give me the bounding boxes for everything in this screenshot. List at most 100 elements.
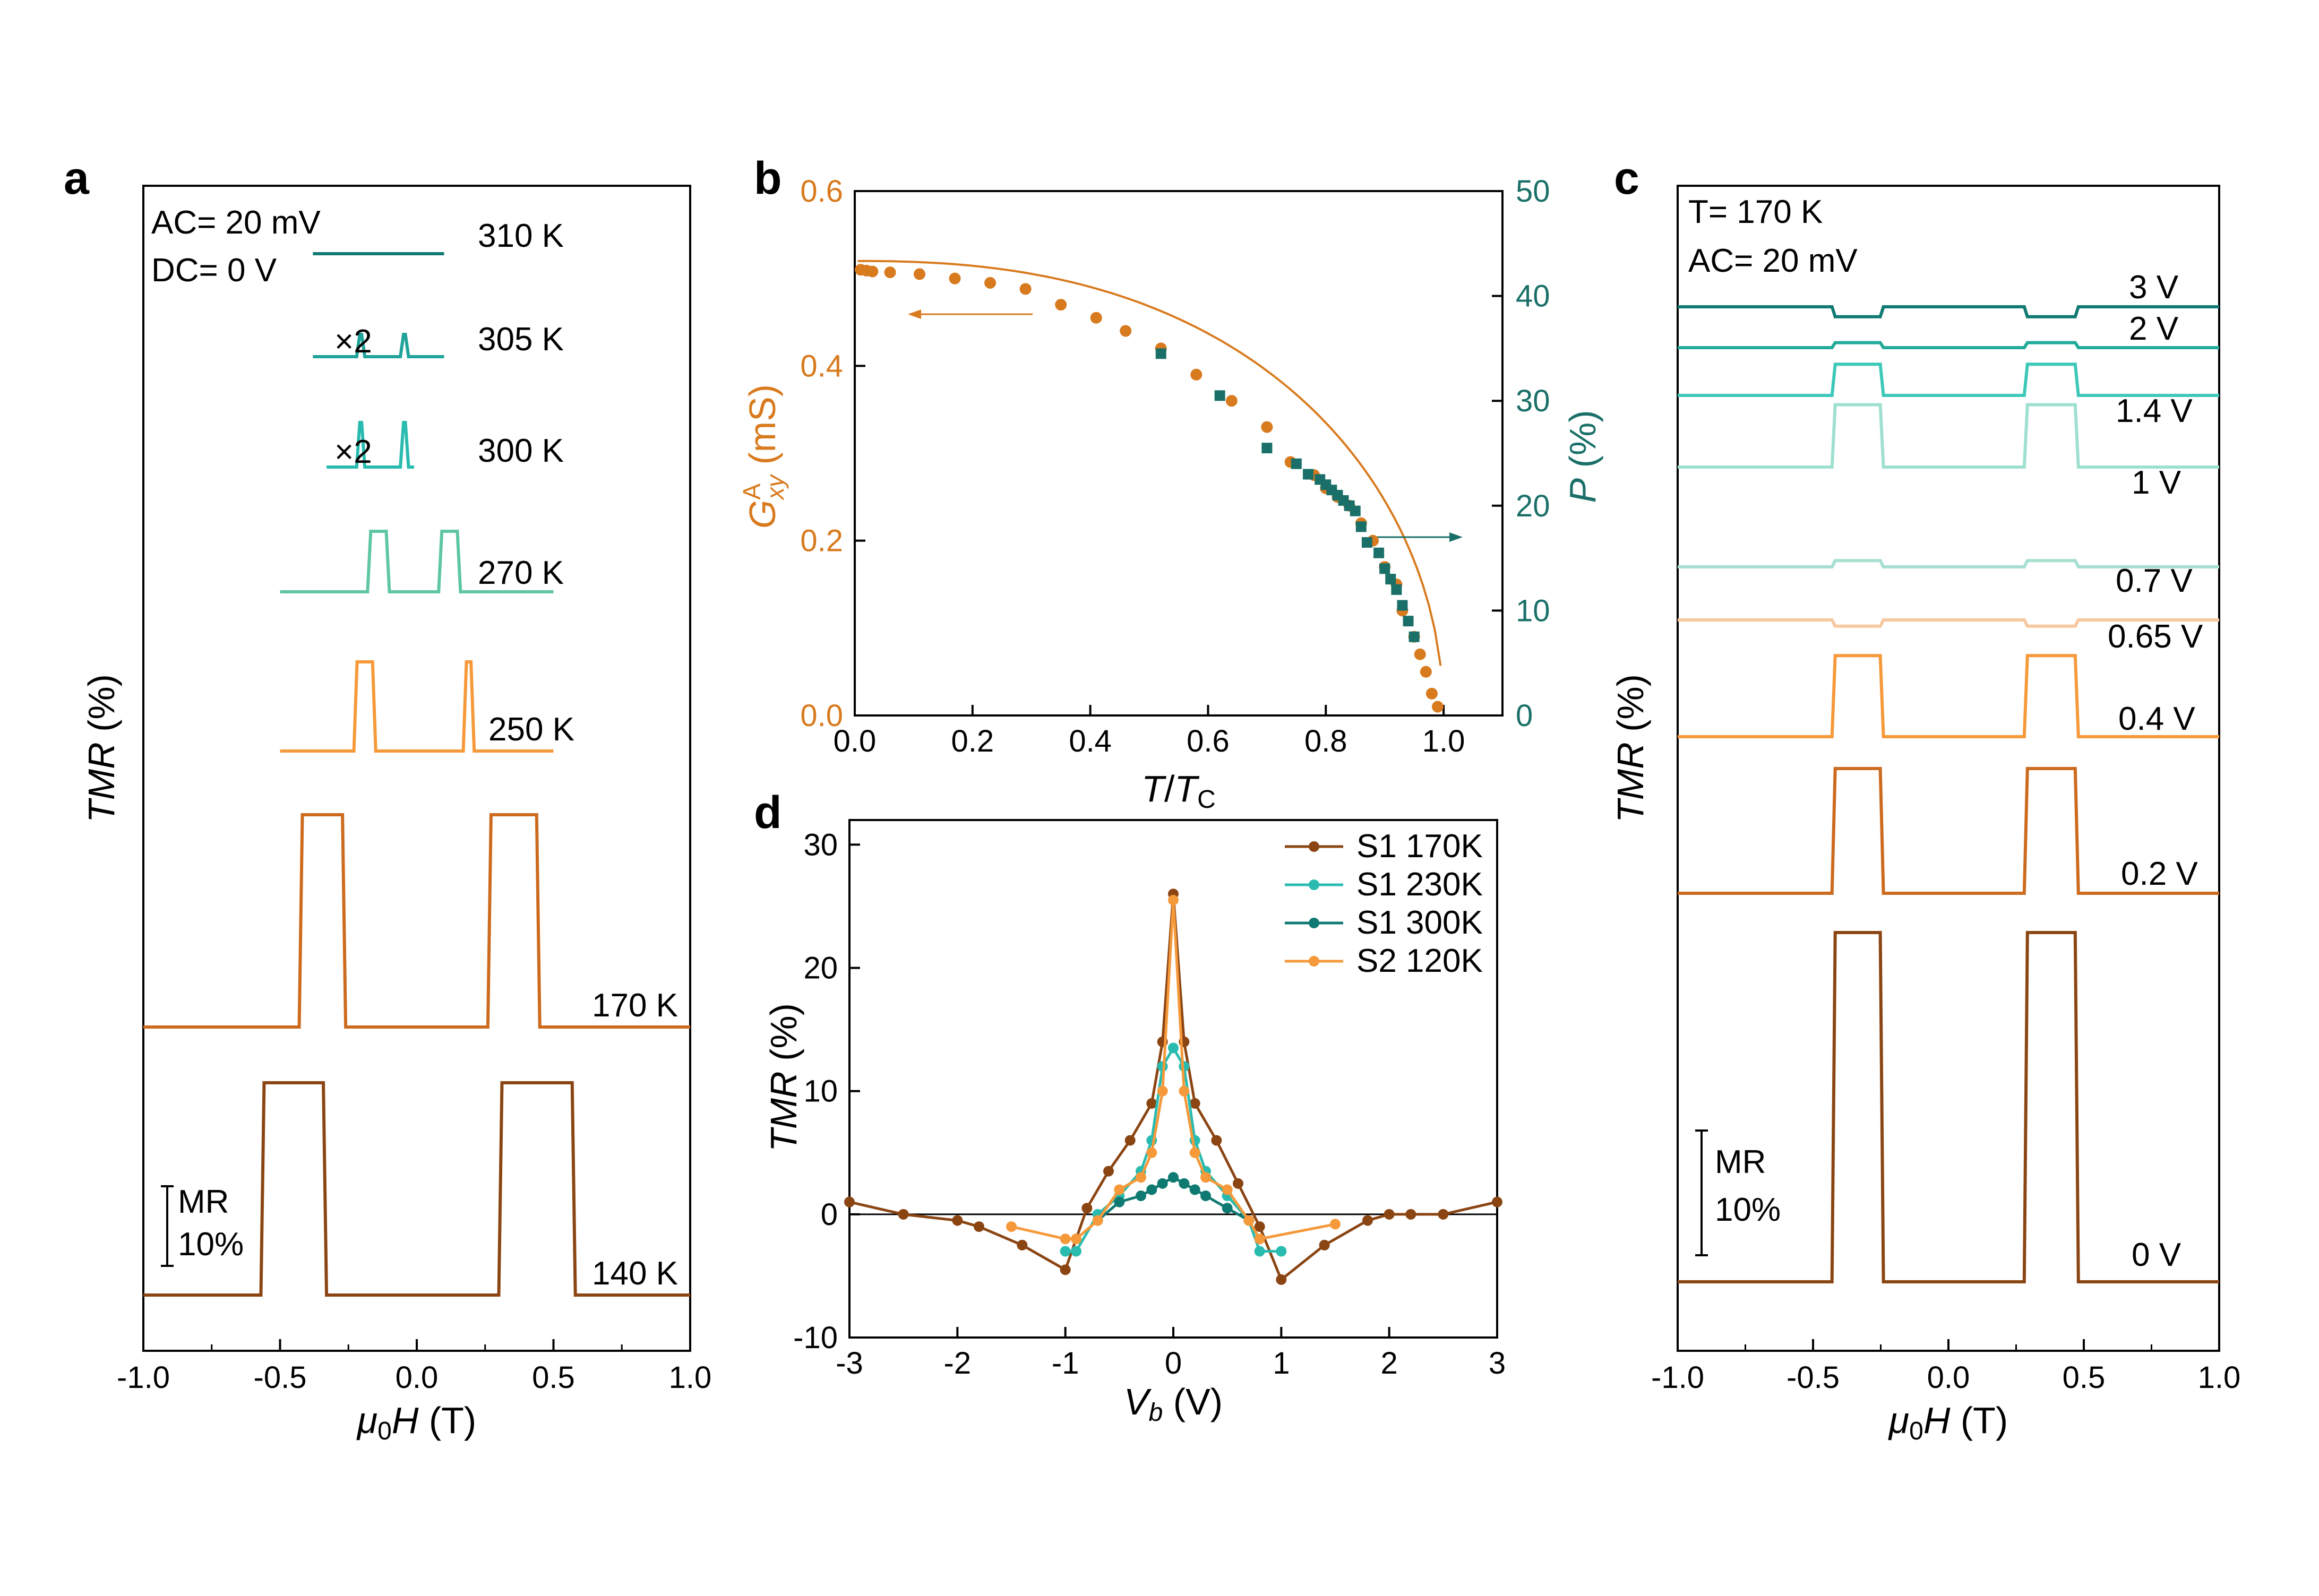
a-xtick-label: 0.5 <box>532 1360 575 1395</box>
panel-c-curves: 3 V 2 V 1.4 V 1 V 0.7 V 0.65 V 0.4 V 0.2 V 0 V <box>1678 269 2219 1283</box>
d-series-point <box>1222 1184 1233 1195</box>
panel-b: b 0.0 0.2 0.4 0.6 0.8 1.0 0.0 0.2 0.4 0.6 0 10 20 30 4… <box>738 153 1603 814</box>
d-series-point <box>1189 1098 1200 1109</box>
c-curve-label: 1 V <box>2132 464 2181 501</box>
b-point-gxy <box>1261 421 1273 433</box>
d-series-point <box>1071 1233 1081 1245</box>
d-xtick-label: -1 <box>1052 1346 1079 1381</box>
c-curve-label: 1.4 V <box>2116 393 2193 429</box>
d-legend-marker <box>1309 956 1319 967</box>
d-series-point <box>1103 1166 1114 1177</box>
d-series-point <box>1146 1184 1157 1195</box>
b-point-p <box>1391 584 1402 595</box>
d-series-point <box>1146 1098 1157 1109</box>
b-point-gxy <box>1414 648 1426 660</box>
b-point-gxy <box>1432 701 1444 713</box>
panel-b-xlabel: T/TC <box>1141 768 1216 814</box>
panel-a-xticks: -1.0 -0.5 0.0 0.5 1.0 <box>117 1339 711 1395</box>
b-ytick-right-label: 30 <box>1516 384 1550 418</box>
panel-b-label: b <box>754 153 782 204</box>
d-legend-marker <box>1309 918 1319 928</box>
d-legend-label: S1 300K <box>1356 904 1483 941</box>
a-xtick-label: -0.5 <box>254 1360 307 1395</box>
c-curve <box>1678 403 2219 469</box>
b-xtick-label: 0.8 <box>1304 724 1347 758</box>
panel-a-scale-bar: MR 10% <box>161 1184 244 1267</box>
d-ytick-label: 0 <box>821 1197 838 1232</box>
d-legend-label: S1 170K <box>1356 828 1483 865</box>
b-point-p <box>1303 469 1313 480</box>
panel-d-label: d <box>754 787 782 838</box>
panel-c-label: c <box>1614 153 1639 204</box>
a-curve-label: 305 K <box>478 321 564 358</box>
c-curve <box>1678 363 2219 397</box>
d-series-point <box>1006 1221 1017 1232</box>
panel-b-ylabel-right: P (%) <box>1562 410 1603 503</box>
b-point-gxy <box>866 265 879 278</box>
a-curve-label: 250 K <box>488 711 574 748</box>
panel-b-ticks: 0.0 0.2 0.4 0.6 0.8 1.0 0.0 0.2 0.4 0.6 0 10 20 30 40 5… <box>800 174 1550 758</box>
b-ytick-left-label: 0.4 <box>800 349 843 383</box>
panel-a-label: a <box>64 153 90 204</box>
panel-a-xlabel: μ0H (T) <box>356 1400 476 1445</box>
b-point-p <box>1291 458 1302 469</box>
d-ytick-label: 30 <box>803 827 838 862</box>
b-point-p <box>1403 616 1414 627</box>
d-legend-marker <box>1309 841 1319 852</box>
d-ytick-label: 20 <box>803 951 838 986</box>
b-point-gxy <box>1019 283 1032 295</box>
b-point-gxy <box>1055 299 1067 311</box>
d-series-point <box>1276 1246 1287 1257</box>
d-series-point <box>1243 1215 1255 1226</box>
b-point-p <box>1261 443 1273 454</box>
d-legend-label: S1 230K <box>1356 866 1483 903</box>
panel-d-xlabel: Vb (V) <box>1124 1381 1223 1427</box>
d-series-point <box>1017 1239 1028 1250</box>
b-point-p <box>1385 574 1396 585</box>
c-xtick-label: -0.5 <box>1787 1360 1840 1395</box>
panel-d-plot <box>844 888 1502 1285</box>
d-series-point <box>1405 1209 1416 1220</box>
a-multiplier-label: ×2 <box>334 323 372 360</box>
b-point-gxy <box>1090 312 1102 324</box>
a-curve-label: 140 K <box>592 1255 678 1292</box>
b-point-p <box>1373 547 1385 558</box>
d-series-point <box>1233 1178 1243 1189</box>
b-ytick-left-label: 0.2 <box>800 524 843 558</box>
b-xtick-label: 1.0 <box>1422 724 1465 758</box>
b-ytick-right-label: 10 <box>1516 593 1550 628</box>
panel-c-scale-value: 10% <box>1715 1192 1781 1228</box>
d-series-point <box>1114 1184 1125 1195</box>
d-series-line <box>1011 900 1336 1241</box>
a-curve-label: 170 K <box>592 987 678 1024</box>
b-xtick-label: 0.6 <box>1187 724 1230 758</box>
d-series-point <box>1189 1147 1200 1158</box>
c-curve <box>1678 654 2219 738</box>
panel-c-ylabel: TMR (%) <box>1610 674 1651 823</box>
c-curve-label: 0.7 V <box>2116 563 2193 599</box>
c-curve-label: 0.2 V <box>2121 856 2198 892</box>
b-ytick-left-label: 0.0 <box>800 698 843 733</box>
c-curve <box>1678 341 2219 349</box>
panel-c-xticks: -1.0 -0.5 0.0 0.5 1.0 <box>1651 1339 2240 1395</box>
d-series-point <box>1168 1042 1179 1054</box>
b-ytick-left-label: 0.6 <box>800 174 843 209</box>
panel-b-frame <box>854 190 1504 717</box>
b-point-gxy <box>1190 368 1203 381</box>
d-series-point <box>1254 1246 1265 1257</box>
b-point-gxy <box>914 268 925 280</box>
d-series-point <box>1179 1085 1190 1097</box>
panel-a-frame <box>142 185 691 1352</box>
d-series-point <box>1081 1203 1093 1214</box>
panel-b-plot <box>855 260 1463 713</box>
c-xtick-label: 0.5 <box>2063 1360 2106 1395</box>
b-point-p <box>1361 537 1372 548</box>
d-series-point <box>1438 1209 1449 1220</box>
b-point-gxy <box>949 272 961 284</box>
b-arrowhead-left <box>908 309 921 319</box>
panel-a-ac-annotation: AC= 20 mV <box>151 204 321 241</box>
b-point-p <box>1397 600 1408 611</box>
